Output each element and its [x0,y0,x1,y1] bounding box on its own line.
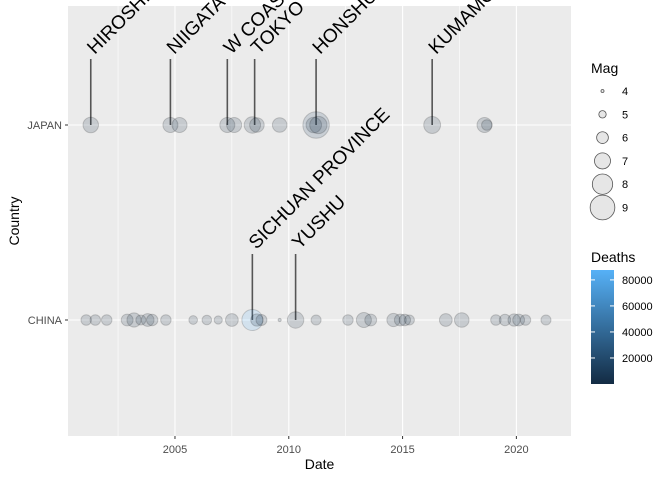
y-tick-label: JAPAN [27,120,62,132]
x-tick-label: 2020 [504,444,528,456]
earthquake-point [135,314,147,326]
deaths-legend: Deaths 20000 40000 60000 80000 [591,249,653,384]
deaths-legend-title: Deaths [591,249,635,265]
mag-legend: Mag 4 5 6 7 8 9 [589,60,628,221]
earthquake-point [355,311,372,329]
mag-legend-label: 8 [622,179,628,191]
earthquake-point [519,314,532,326]
deaths-colorbar [591,270,614,384]
minor-gridlines [117,6,460,436]
earthquake-point [241,309,264,331]
mag-legend-symbol [598,110,607,119]
earthquake-point [80,314,92,326]
earthquake-point [540,314,552,326]
earthquake-point [305,116,323,134]
earthquake-point [226,116,243,134]
earthquake-point [162,116,179,134]
annotation-segments [89,59,433,320]
earthquake-point [490,314,502,326]
earthquake-point [82,116,100,134]
earthquake-point [453,312,470,328]
mag-legend-label: 7 [622,156,628,168]
earthquake-point [398,313,412,327]
earthquake-point [213,315,223,325]
x-axis: 2005 2010 2015 2020 [163,436,529,456]
x-tick-label: 2010 [277,444,301,456]
mag-legend-symbol [591,173,614,195]
earthquake-point [250,313,264,327]
earthquake-point [423,116,442,134]
x-tick-label: 2005 [163,444,187,456]
mag-legend-symbol [596,131,609,144]
earthquake-point [302,111,330,139]
earthquake-point [126,312,142,328]
earthquake-point [171,116,188,134]
y-axis-title: Country [6,196,22,245]
earthquake-point [89,314,102,326]
mag-legend-title: Mag [591,60,618,76]
earthquake-point [249,117,265,133]
x-tick-label: 2015 [390,444,414,456]
deaths-legend-label: 40000 [622,327,653,339]
y-tick-label: CHINA [28,315,63,327]
mag-legend-symbol [594,152,611,170]
y-axis: CHINA JAPAN [27,120,68,327]
deaths-legend-label: 80000 [622,275,653,287]
x-axis-title: Date [305,456,335,472]
earthquake-point [277,317,282,323]
earthquake-point [188,315,199,325]
mag-legend-label: 6 [622,133,628,145]
plot-panel [68,6,571,436]
deaths-legend-label: 60000 [622,301,653,313]
earthquake-point [512,313,526,327]
mag-legend-label: 5 [622,109,628,121]
earthquake-point [271,117,288,133]
earthquake-point [498,313,512,327]
earthquake-point [286,311,305,329]
earthquake-point [364,313,378,327]
earthquake-point [219,116,236,134]
earthquake-points [80,111,552,331]
major-gridlines [68,6,571,436]
earthquake-point [507,313,521,327]
earthquake-point [243,116,262,134]
mag-legend-symbol [589,194,616,221]
earthquake-point [146,313,159,327]
earthquake-point [201,314,213,326]
deaths-legend-label: 20000 [622,353,653,365]
earthquake-point [160,314,172,326]
earthquake-point [476,116,493,134]
earthquake-point [120,313,134,327]
mag-legend-label: 4 [622,86,628,98]
mag-legend-label: 9 [622,203,628,215]
earthquake-point [140,313,155,327]
earthquake-point [393,313,407,327]
earthquake-point [342,314,354,326]
earthquake-point [310,314,322,326]
earthquake-point [255,314,268,326]
earthquake-point [438,313,453,327]
earthquake-point [403,314,415,326]
mag-legend-symbol [600,89,605,93]
earthquake-point [309,115,328,135]
earthquake-point [224,313,239,327]
earthquake-point [386,312,401,328]
earthquake-point [100,314,113,326]
earthquake-point [481,119,493,131]
